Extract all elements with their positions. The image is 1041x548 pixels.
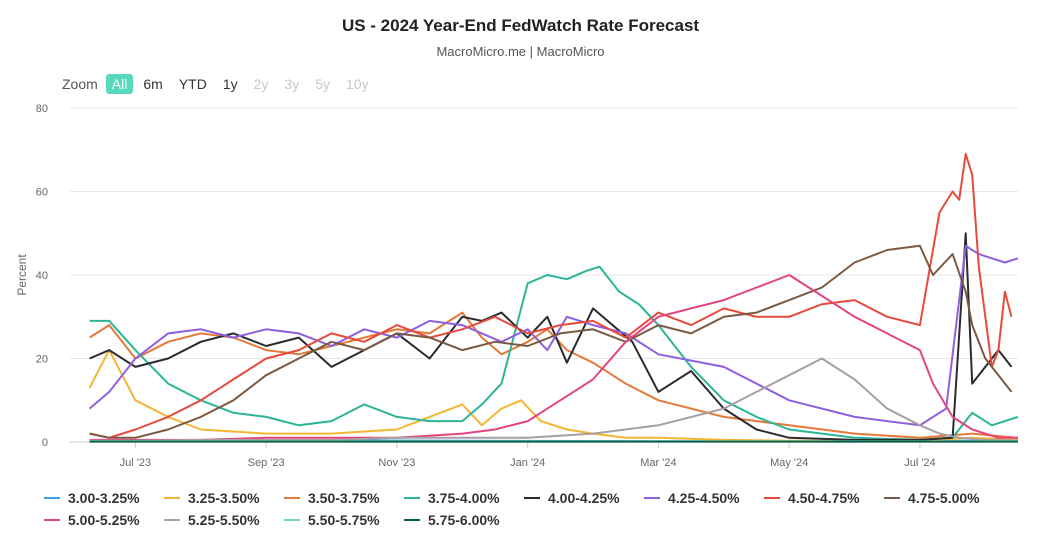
x-tick-label: Jul '24 <box>904 457 935 469</box>
y-tick-label: 60 <box>36 187 48 199</box>
zoom-button-3y[interactable]: 3y <box>284 76 300 92</box>
line-chart: 0 20 40 60 80 Jul '23 Sep '23 Nov '23 Jan '24 Ma… <box>15 103 1019 469</box>
y-axis-ticks: 0 20 40 60 80 <box>36 103 48 449</box>
series-line-4.50-4.75%[interactable] <box>89 152 1013 439</box>
zoom-button-5y[interactable]: 5y <box>315 76 330 92</box>
series-line-3.75-4.00%[interactable] <box>89 265 1019 441</box>
chart-title: US - 2024 Year-End FedWatch Rate Forecas… <box>341 16 700 35</box>
legend-label: 3.50-3.75% <box>308 490 380 506</box>
zoom-label: Zoom <box>62 76 98 92</box>
legend-item[interactable]: 5.50-5.75% <box>284 512 380 528</box>
series-line-4.75-5.00%[interactable] <box>89 244 1013 439</box>
y-tick-label: 20 <box>36 354 48 366</box>
y-tick-label: 0 <box>42 437 48 449</box>
x-tick-label: Nov '23 <box>378 457 415 469</box>
legend-item[interactable]: 3.25-3.50% <box>164 490 260 506</box>
y-tick-label: 80 <box>36 103 48 115</box>
legend-label: 5.50-5.75% <box>308 512 380 528</box>
legend-swatch <box>164 519 180 521</box>
x-tick-label: Jul '23 <box>120 457 151 469</box>
legend-label: 3.75-4.00% <box>428 490 500 506</box>
legend-swatch <box>404 497 420 499</box>
legend-item[interactable]: 5.00-5.25% <box>44 512 140 528</box>
series-line-3.25-3.50%[interactable] <box>88 349 1019 442</box>
legend-item[interactable]: 5.25-5.50% <box>164 512 260 528</box>
chart-subtitle: MacroMicro.me | MacroMicro <box>436 44 605 59</box>
series-line-4.00-4.25%[interactable] <box>89 232 1013 441</box>
legend-item[interactable]: 4.75-5.00% <box>884 490 980 506</box>
zoom-button-10y[interactable]: 10y <box>346 76 369 92</box>
legend-label: 3.25-3.50% <box>188 490 260 506</box>
zoom-button-6m[interactable]: 6m <box>143 76 163 92</box>
legend-swatch <box>764 497 780 499</box>
legend-item[interactable]: 3.75-4.00% <box>404 490 500 506</box>
legend-label: 3.00-3.25% <box>68 490 140 506</box>
legend-item[interactable]: 4.00-4.25% <box>524 490 620 506</box>
zoom-button-2y[interactable]: 2y <box>253 76 269 92</box>
zoom-range-selector: Zoom All 6m YTD 1y 2y 3y 5y 10y <box>62 74 379 94</box>
legend-item[interactable]: 4.25-4.50% <box>644 490 740 506</box>
legend-label: 4.75-5.00% <box>908 490 980 506</box>
x-tick-label: Sep '23 <box>248 457 285 469</box>
zoom-button-all[interactable]: All <box>105 74 134 94</box>
legend-item[interactable]: 4.50-4.75% <box>764 490 860 506</box>
y-axis-label: Percent <box>15 254 29 296</box>
x-tick-label: Jan '24 <box>510 457 545 469</box>
legend-swatch <box>164 497 180 499</box>
legend-swatch <box>644 497 660 499</box>
legend-item[interactable]: 3.00-3.25% <box>44 490 140 506</box>
x-tick-label: May '24 <box>770 457 808 469</box>
series-line-5.00-5.25%[interactable] <box>89 274 1018 441</box>
legend-item[interactable]: 3.50-3.75% <box>284 490 380 506</box>
legend-label: 5.25-5.50% <box>188 512 260 528</box>
legend-swatch <box>884 497 900 499</box>
legend-label: 4.50-4.75% <box>788 490 860 506</box>
legend-label: 4.00-4.25% <box>548 490 620 506</box>
legend-swatch <box>284 497 300 499</box>
legend-label: 5.00-5.25% <box>68 512 140 528</box>
zoom-button-ytd[interactable]: YTD <box>178 76 207 92</box>
legend-swatch <box>284 519 300 521</box>
legend-swatch <box>524 497 540 499</box>
legend-label: 5.75-6.00% <box>428 512 500 528</box>
x-tick-label: Mar '24 <box>640 457 676 469</box>
legend-item[interactable]: 5.75-6.00% <box>404 512 500 528</box>
series-line-4.25-4.50%[interactable] <box>88 244 1019 427</box>
legend-label: 4.25-4.50% <box>668 490 740 506</box>
series-line-5.25-5.50%[interactable] <box>89 357 1019 442</box>
y-tick-label: 40 <box>36 270 48 282</box>
x-axis-ticks: Jul '23 Sep '23 Nov '23 Jan '24 Mar '24 May '… <box>120 442 936 469</box>
series-line-3.50-3.75%[interactable] <box>89 311 1019 439</box>
zoom-button-1y[interactable]: 1y <box>222 76 238 92</box>
legend-swatch <box>404 519 420 521</box>
legend-swatch <box>44 497 60 499</box>
series-lines <box>88 152 1019 443</box>
legend-swatch <box>44 519 60 521</box>
